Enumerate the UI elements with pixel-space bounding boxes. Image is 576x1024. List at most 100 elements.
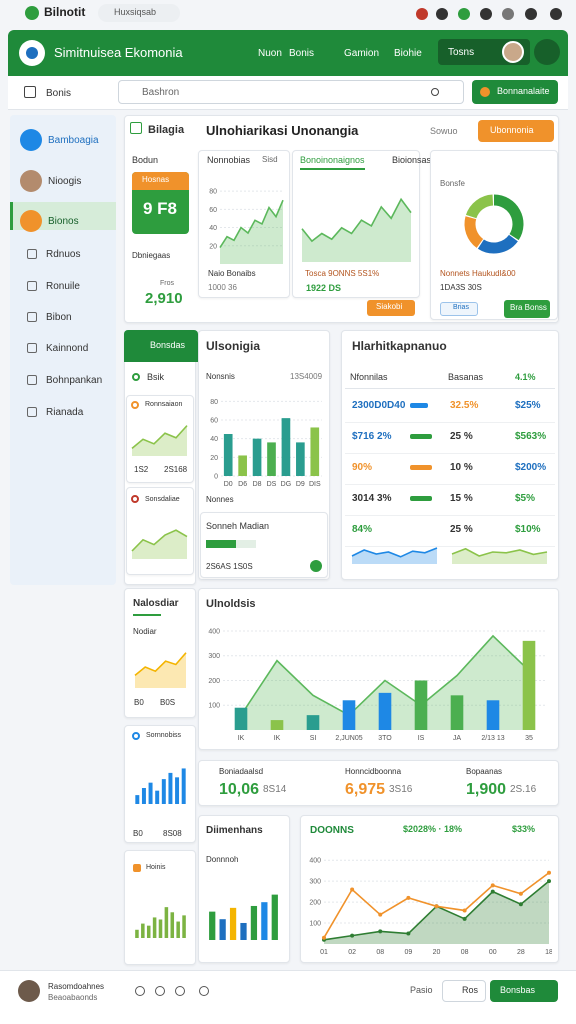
- panel-title: Ulnohiarikasi Unonangia: [206, 123, 359, 138]
- card-button[interactable]: [367, 300, 415, 316]
- bar: [170, 912, 175, 938]
- y-tick-label: 60: [209, 207, 217, 214]
- x-tick-label: SI: [310, 735, 317, 742]
- action-label[interactable]: Bonnanalaite: [497, 86, 550, 96]
- row-bar: [410, 496, 432, 501]
- divider: [345, 546, 555, 547]
- sidebar-item[interactable]: Rdnuos: [46, 249, 81, 260]
- area: [220, 200, 283, 264]
- sidebar-item[interactable]: Ronuile: [46, 281, 80, 292]
- nav-link[interactable]: Gamion: [344, 48, 380, 59]
- kpi-delta: 8S14: [263, 784, 287, 795]
- mini-card: [124, 850, 196, 965]
- bar: [522, 640, 536, 730]
- bar: [135, 795, 140, 804]
- y-tick-label: 400: [309, 858, 321, 865]
- point: [350, 933, 355, 938]
- bar: [252, 438, 262, 476]
- x-tick-label: 02: [348, 949, 356, 956]
- nav-link[interactable]: Biohie: [394, 48, 422, 59]
- y-tick-label: 300: [208, 653, 220, 660]
- side-title: Bonsdas: [150, 340, 186, 350]
- x-tick-label: DG: [281, 481, 292, 488]
- chart: [351, 547, 438, 564]
- upload-button: [534, 39, 560, 65]
- chart: [464, 194, 524, 254]
- y-tick-label: 300: [309, 879, 321, 886]
- chart-label: Nodiar: [133, 627, 157, 636]
- secondary-button[interactable]: [442, 980, 486, 1002]
- primary-button[interactable]: [490, 980, 558, 1002]
- bar: [181, 768, 186, 804]
- sidebar-item[interactable]: Bibon: [46, 312, 72, 323]
- side-item: Bsik: [147, 372, 165, 382]
- footer-link[interactable]: Pasio: [410, 985, 433, 995]
- line: [301, 197, 412, 243]
- chart: [135, 768, 186, 804]
- nav-link[interactable]: Nuon: [258, 48, 282, 59]
- search-box[interactable]: [118, 80, 464, 104]
- button-label[interactable]: Bra Bonss: [510, 303, 547, 312]
- kpi-delta: 2S.16: [510, 784, 537, 795]
- footer-icon: [175, 986, 185, 996]
- button-label[interactable]: Bonsbas: [500, 985, 536, 995]
- sidebar-icon: [27, 375, 37, 385]
- y-tick-label: 80: [209, 189, 217, 196]
- x-tick-label: D8: [253, 481, 262, 488]
- x-tick-label: 35: [525, 735, 533, 742]
- button-label[interactable]: Ros: [462, 985, 479, 995]
- sidebar-icon: [27, 281, 37, 291]
- card-button[interactable]: [504, 300, 550, 318]
- bar: [378, 692, 392, 730]
- x-tick-label: DS: [267, 481, 277, 488]
- item-dot: [131, 495, 139, 503]
- sidebar-item[interactable]: Bamboagia: [48, 135, 99, 146]
- panel-title: DOONNS: [310, 825, 354, 836]
- kpi-label: Boniadaalsd: [219, 767, 264, 776]
- x-tick-label: 28: [517, 949, 525, 956]
- row-change: 25 %: [450, 431, 473, 442]
- card-tab[interactable]: Bioionsas: [392, 155, 432, 165]
- y-tick-label: 40: [209, 225, 217, 232]
- chart: [131, 425, 188, 456]
- area: [132, 530, 187, 559]
- sidebar-item[interactable]: Rianada: [46, 407, 84, 418]
- chart: [301, 197, 412, 262]
- button-label[interactable]: Ubonnonia: [490, 125, 534, 135]
- card: [198, 150, 290, 298]
- account-label[interactable]: Tosns: [448, 47, 475, 58]
- sidebar-avatar: [20, 170, 42, 192]
- donut-segment: [464, 216, 484, 248]
- bar: [310, 427, 320, 476]
- bar: [342, 700, 356, 730]
- column-header: 4.1%: [515, 372, 536, 382]
- chart: 100 200 300 400 01 02 08 09 20 08 00 28 18: [309, 858, 552, 956]
- sidebar-item[interactable]: Nioogis: [48, 176, 82, 187]
- sidebar-item[interactable]: Bionos: [48, 216, 79, 227]
- mini-value: 2S168: [164, 465, 188, 474]
- bar: [281, 418, 291, 476]
- area: [135, 652, 186, 688]
- bar: [155, 790, 160, 804]
- kpi-caption: Dbniegaas: [132, 251, 171, 260]
- x-tick-label: IK: [274, 735, 281, 742]
- chart: 100 200 300 400 IK IK SI 2,JUN05 3TO IS JA 2/13 13 3…: [208, 628, 547, 742]
- point: [406, 895, 411, 900]
- x-tick-label: D6: [238, 481, 247, 488]
- mini-value: 1S2: [134, 465, 149, 474]
- card-tab[interactable]: Bonoinonaignos: [300, 155, 365, 170]
- button-label[interactable]: Siakobi: [376, 302, 403, 311]
- mini-title: Sornnobiss: [146, 732, 182, 739]
- status-icon: [480, 8, 492, 20]
- line: [219, 199, 284, 249]
- sidebar-item[interactable]: Kainnond: [46, 343, 89, 354]
- bar: [229, 907, 237, 940]
- nav-link[interactable]: Bonis: [289, 48, 315, 59]
- bar: [238, 455, 247, 476]
- sidebar-item[interactable]: Bohnpankan: [46, 375, 103, 386]
- mini-value: B0: [134, 698, 144, 707]
- overview-button[interactable]: [478, 120, 554, 142]
- chart: [209, 894, 278, 940]
- bar: [486, 700, 500, 730]
